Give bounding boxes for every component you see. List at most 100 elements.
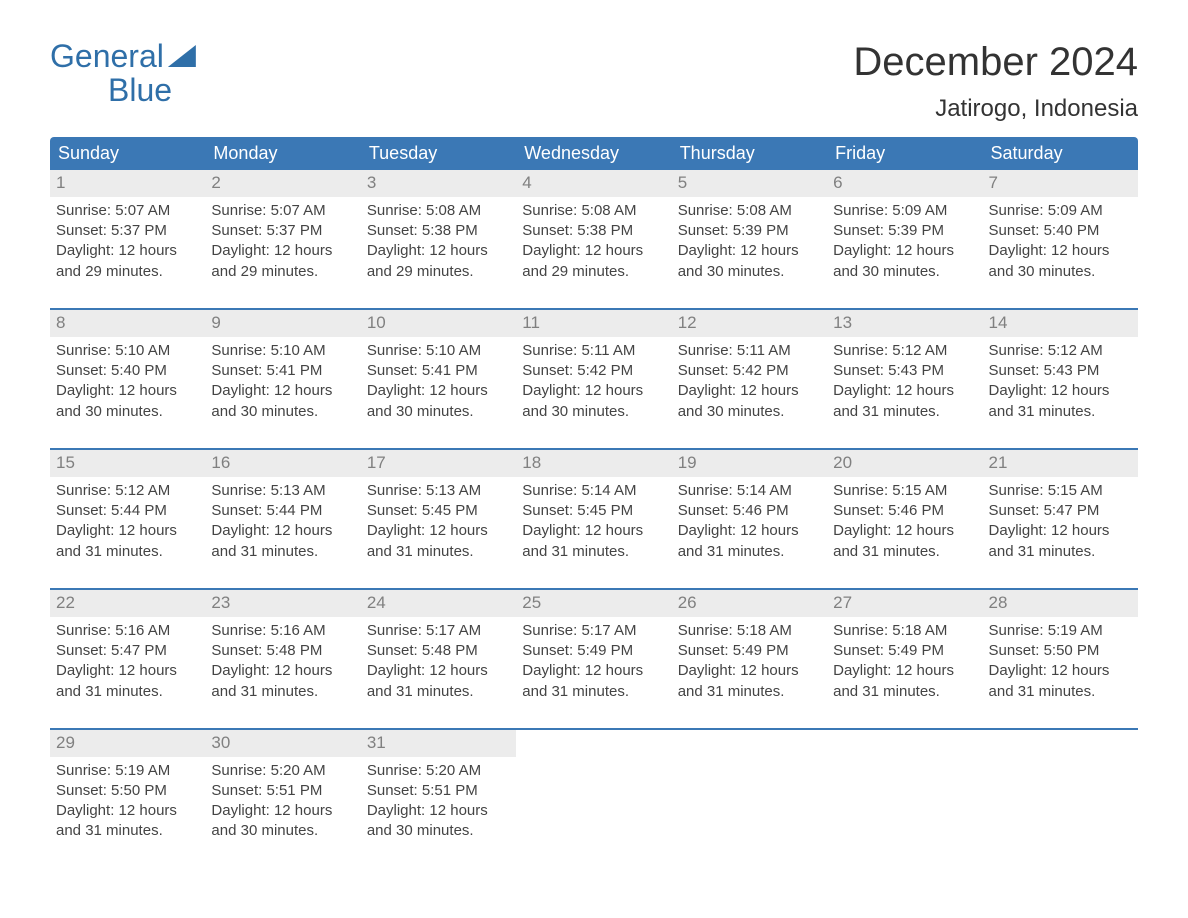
sunrise-line: Sunrise: 5:20 AM <box>367 761 510 781</box>
day-header: Saturday <box>983 137 1138 170</box>
header: General Blue December 2024 Jatirogo, Ind… <box>50 40 1138 123</box>
day-cell <box>983 730 1138 854</box>
sunrise-line: Sunrise: 5:10 AM <box>367 341 510 361</box>
sunset-line: Sunset: 5:42 PM <box>678 361 821 381</box>
daylight-line-1: Daylight: 12 hours <box>989 381 1132 401</box>
day-number: 28 <box>983 590 1138 617</box>
sunset-line: Sunset: 5:48 PM <box>211 641 354 661</box>
sunrise-line: Sunrise: 5:10 AM <box>211 341 354 361</box>
sunset-line: Sunset: 5:41 PM <box>211 361 354 381</box>
daylight-line-2: and 31 minutes. <box>989 402 1132 422</box>
daylight-line-2: and 30 minutes. <box>989 262 1132 282</box>
sunrise-line: Sunrise: 5:09 AM <box>989 201 1132 221</box>
sunset-line: Sunset: 5:40 PM <box>56 361 199 381</box>
day-number: 13 <box>827 310 982 337</box>
day-cell: 30Sunrise: 5:20 AMSunset: 5:51 PMDayligh… <box>205 730 360 854</box>
day-cell: 24Sunrise: 5:17 AMSunset: 5:48 PMDayligh… <box>361 590 516 714</box>
day-number: 10 <box>361 310 516 337</box>
daylight-line-2: and 30 minutes. <box>522 402 665 422</box>
sunrise-line: Sunrise: 5:19 AM <box>56 761 199 781</box>
day-number: 8 <box>50 310 205 337</box>
day-cell: 16Sunrise: 5:13 AMSunset: 5:44 PMDayligh… <box>205 450 360 574</box>
sunrise-line: Sunrise: 5:20 AM <box>211 761 354 781</box>
day-cell: 7Sunrise: 5:09 AMSunset: 5:40 PMDaylight… <box>983 170 1138 294</box>
sunrise-line: Sunrise: 5:10 AM <box>56 341 199 361</box>
day-header: Tuesday <box>361 137 516 170</box>
day-number: 31 <box>361 730 516 757</box>
day-number: 5 <box>672 170 827 197</box>
page-title: December 2024 <box>853 40 1138 85</box>
daylight-line-1: Daylight: 12 hours <box>678 241 821 261</box>
daylight-line-1: Daylight: 12 hours <box>56 241 199 261</box>
day-cell: 28Sunrise: 5:19 AMSunset: 5:50 PMDayligh… <box>983 590 1138 714</box>
day-cell: 31 Sunrise: 5:20 AMSunset: 5:51 PMDayligh… <box>361 730 516 854</box>
daylight-line-1: Daylight: 12 hours <box>56 521 199 541</box>
sunrise-line: Sunrise: 5:15 AM <box>989 481 1132 501</box>
daylight-line-2: and 30 minutes. <box>678 262 821 282</box>
day-header: Friday <box>827 137 982 170</box>
daylight-line-2: and 30 minutes. <box>678 402 821 422</box>
day-number: 12 <box>672 310 827 337</box>
sunrise-line: Sunrise: 5:07 AM <box>211 201 354 221</box>
daylight-line-2: and 31 minutes. <box>833 542 976 562</box>
sunrise-line: Sunrise: 5:12 AM <box>56 481 199 501</box>
daylight-line-1: Daylight: 12 hours <box>522 381 665 401</box>
day-cell: 21Sunrise: 5:15 AMSunset: 5:47 PMDayligh… <box>983 450 1138 574</box>
day-number: 14 <box>983 310 1138 337</box>
sunset-line: Sunset: 5:49 PM <box>678 641 821 661</box>
sunset-line: Sunset: 5:47 PM <box>989 501 1132 521</box>
day-cell: 20Sunrise: 5:15 AMSunset: 5:46 PMDayligh… <box>827 450 982 574</box>
daylight-line-2: and 31 minutes. <box>56 682 199 702</box>
day-header: Monday <box>205 137 360 170</box>
daylight-line-2: and 30 minutes. <box>833 262 976 282</box>
daylight-line-1: Daylight: 12 hours <box>367 801 510 821</box>
sunset-line: Sunset: 5:45 PM <box>367 501 510 521</box>
daylight-line-1: Daylight: 12 hours <box>367 521 510 541</box>
sunset-line: Sunset: 5:51 PM <box>211 781 354 801</box>
day-number: 30 <box>205 730 360 757</box>
sunset-line: Sunset: 5:49 PM <box>522 641 665 661</box>
day-number: 2 <box>205 170 360 197</box>
weeks-container: 1Sunrise: 5:07 AMSunset: 5:37 PMDaylight… <box>50 170 1138 854</box>
sunset-line: Sunset: 5:39 PM <box>833 221 976 241</box>
day-number: 3 <box>361 170 516 197</box>
daylight-line-1: Daylight: 12 hours <box>989 521 1132 541</box>
sunrise-line: Sunrise: 5:18 AM <box>833 621 976 641</box>
sunset-line: Sunset: 5:46 PM <box>678 501 821 521</box>
week-row: 22Sunrise: 5:16 AMSunset: 5:47 PMDayligh… <box>50 588 1138 714</box>
day-cell: 12Sunrise: 5:11 AMSunset: 5:42 PMDayligh… <box>672 310 827 434</box>
daylight-line-2: and 31 minutes. <box>833 402 976 422</box>
day-number: 7 <box>983 170 1138 197</box>
sunset-line: Sunset: 5:46 PM <box>833 501 976 521</box>
daylight-line-1: Daylight: 12 hours <box>522 521 665 541</box>
sunset-line: Sunset: 5:51 PM <box>367 781 510 801</box>
day-cell: 3Sunrise: 5:08 AMSunset: 5:38 PMDaylight… <box>361 170 516 294</box>
location-subtitle: Jatirogo, Indonesia <box>853 95 1138 123</box>
daylight-line-2: and 31 minutes. <box>989 542 1132 562</box>
day-number: 22 <box>50 590 205 617</box>
day-number: 26 <box>672 590 827 617</box>
week-row: 29Sunrise: 5:19 AMSunset: 5:50 PMDayligh… <box>50 728 1138 854</box>
day-cell: 13Sunrise: 5:12 AMSunset: 5:43 PMDayligh… <box>827 310 982 434</box>
daylight-line-2: and 29 minutes. <box>211 262 354 282</box>
sunrise-line: Sunrise: 5:08 AM <box>522 201 665 221</box>
sunrise-line: Sunrise: 5:08 AM <box>678 201 821 221</box>
day-cell: 8Sunrise: 5:10 AMSunset: 5:40 PMDaylight… <box>50 310 205 434</box>
sunset-line: Sunset: 5:47 PM <box>56 641 199 661</box>
daylight-line-2: and 31 minutes. <box>833 682 976 702</box>
day-number: 9 <box>205 310 360 337</box>
daylight-line-1: Daylight: 12 hours <box>367 241 510 261</box>
day-number: 18 <box>516 450 671 477</box>
day-header: Wednesday <box>516 137 671 170</box>
daylight-line-2: and 30 minutes. <box>211 821 354 841</box>
day-cell: 6Sunrise: 5:09 AMSunset: 5:39 PMDaylight… <box>827 170 982 294</box>
sunset-line: Sunset: 5:45 PM <box>522 501 665 521</box>
sunset-line: Sunset: 5:50 PM <box>56 781 199 801</box>
logo: General Blue <box>50 40 196 107</box>
day-header: Sunday <box>50 137 205 170</box>
day-cell: 2Sunrise: 5:07 AMSunset: 5:37 PMDaylight… <box>205 170 360 294</box>
daylight-line-1: Daylight: 12 hours <box>522 661 665 681</box>
daylight-line-2: and 31 minutes. <box>678 542 821 562</box>
daylight-line-2: and 31 minutes. <box>989 682 1132 702</box>
sunset-line: Sunset: 5:49 PM <box>833 641 976 661</box>
